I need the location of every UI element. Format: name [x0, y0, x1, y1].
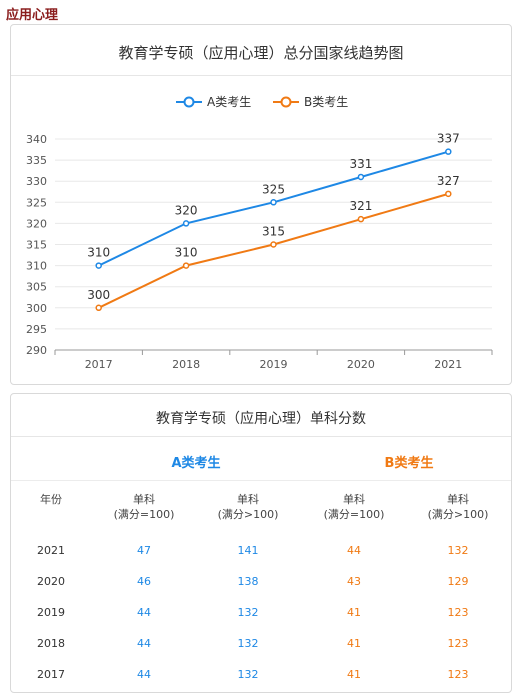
table-cell: 129 [447, 575, 469, 588]
y-tick-label: 300 [26, 302, 47, 315]
table-title: 教育学专硕（应用心理）单科分数 [156, 411, 366, 427]
y-tick-label: 325 [26, 196, 47, 209]
y-tick-label: 305 [26, 281, 47, 294]
chart-title: 教育学专硕（应用心理）总分国家线趋势图 [118, 44, 404, 62]
row-year: 2021 [37, 544, 65, 557]
column-header: 单科 (满分>100) [427, 493, 489, 521]
table-cell: 123 [447, 637, 469, 650]
series-line [98, 192, 449, 309]
table-cell: 47 [137, 544, 151, 557]
table-cell: 46 [137, 575, 151, 588]
y-tick-label: 330 [26, 175, 47, 188]
table-cell: 43 [347, 575, 361, 588]
y-tick-label: 320 [26, 217, 47, 230]
chart-title-divider [11, 75, 511, 76]
row-year: 2020 [37, 575, 65, 588]
table-cell: 132 [237, 668, 259, 681]
chart-card: 教育学专硕（应用心理）总分国家线趋势图 290 295 300 305 310 315 32… [10, 24, 512, 385]
table-cell: 41 [347, 606, 361, 619]
y-tick-label: 315 [26, 239, 47, 252]
data-point [182, 220, 190, 227]
legend-label: B类考生 [304, 95, 348, 109]
table-cell: 41 [347, 668, 361, 681]
data-point [445, 148, 452, 155]
data-point [182, 262, 190, 269]
y-tick-label: 340 [26, 133, 47, 146]
table-cell: 132 [447, 544, 469, 557]
data-label: 337 [437, 132, 460, 146]
group-divider [11, 480, 511, 481]
data-point [445, 190, 452, 198]
table-cell: 44 [137, 668, 151, 681]
column-header: 年份 [40, 493, 62, 506]
y-tick-label: 295 [26, 323, 47, 336]
data-label: 327 [437, 174, 460, 188]
data-label: 331 [349, 157, 372, 171]
x-tick-label: 2020 [347, 358, 375, 371]
table-cell: 138 [237, 575, 259, 588]
column-header: 单科 (满分=100) [113, 493, 175, 521]
table-title-divider [11, 436, 511, 437]
y-tick-label: 335 [26, 154, 47, 167]
row-year: 2017 [37, 668, 65, 681]
row-year: 2018 [37, 637, 65, 650]
table-cell: 123 [447, 668, 469, 681]
legend-marker [183, 96, 195, 108]
table-cell: 141 [237, 544, 259, 557]
data-label: 321 [349, 199, 372, 213]
data-label: 310 [175, 246, 198, 260]
data-point [270, 199, 277, 206]
data-label: 315 [262, 225, 285, 239]
data-point [95, 304, 102, 312]
table-cell: 41 [347, 637, 361, 650]
table-cell: 44 [137, 637, 151, 650]
group-header-b: B类考生 [384, 456, 434, 471]
data-point [270, 241, 277, 248]
section-title: 应用心理 [6, 8, 59, 23]
column-header: 单科 (满分>100) [217, 493, 279, 521]
row-year: 2019 [37, 606, 65, 619]
data-point [357, 173, 365, 181]
x-tick-label: 2017 [85, 358, 113, 371]
data-label: 310 [87, 246, 110, 260]
group-header-a: A类考生 [171, 456, 221, 471]
legend-label: A类考生 [207, 95, 251, 109]
column-header: 单科 (满分=100) [323, 493, 385, 521]
legend-marker [280, 96, 292, 108]
table-cell: 123 [447, 606, 469, 619]
line-chart: 290 295 300 305 310 315 320 325 330 335 340 2017 201… [26, 95, 493, 371]
x-tick-label: 2021 [434, 358, 462, 371]
x-tick-label: 2019 [260, 358, 288, 371]
data-point [357, 215, 365, 223]
table-card: 教育学专硕（应用心理）单科分数 A类考生 B类考生 年份 单科 (满分=100) 单科… [10, 393, 512, 693]
y-tick-label: 290 [26, 344, 47, 357]
table-cell: 132 [237, 637, 259, 650]
table-cell: 44 [347, 544, 361, 557]
x-tick-label: 2018 [172, 358, 200, 371]
data-label: 325 [262, 182, 285, 196]
data-label: 300 [87, 288, 110, 302]
table-cell: 44 [137, 606, 151, 619]
y-tick-label: 310 [26, 260, 47, 273]
table-cell: 132 [237, 606, 259, 619]
data-point [95, 262, 102, 269]
data-label: 320 [175, 203, 198, 217]
